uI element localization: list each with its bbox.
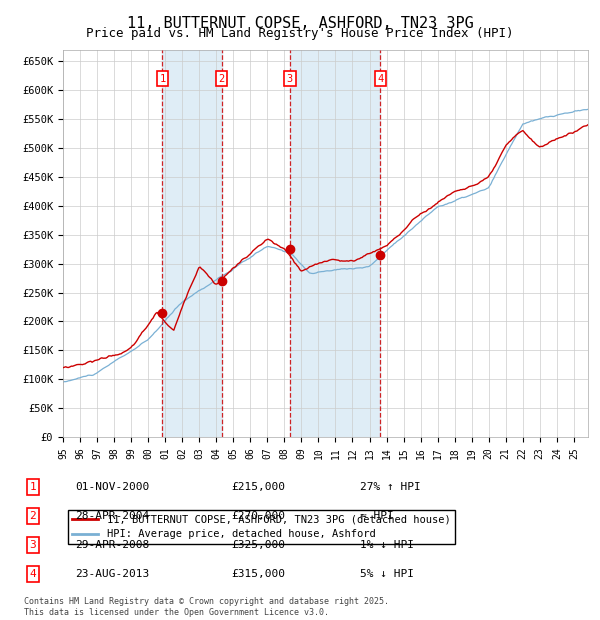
Text: £270,000: £270,000 [231,511,285,521]
Text: Contains HM Land Registry data © Crown copyright and database right 2025.
This d: Contains HM Land Registry data © Crown c… [24,598,389,617]
Text: ≈ HPI: ≈ HPI [360,511,394,521]
Text: 4: 4 [377,74,383,84]
Text: 28-APR-2004: 28-APR-2004 [75,511,149,521]
Text: £215,000: £215,000 [231,482,285,492]
Text: 3: 3 [29,540,37,550]
Text: 01-NOV-2000: 01-NOV-2000 [75,482,149,492]
Text: 2: 2 [29,511,37,521]
Bar [290,50,380,437]
Text: 23-AUG-2013: 23-AUG-2013 [75,569,149,579]
Text: 29-APR-2008: 29-APR-2008 [75,540,149,550]
Legend: 11, BUTTERNUT COPSE, ASHFORD, TN23 3PG (detached house), HPI: Average price, det: 11, BUTTERNUT COPSE, ASHFORD, TN23 3PG (… [68,510,455,544]
Text: 1: 1 [159,74,166,84]
Text: 3: 3 [287,74,293,84]
Text: 27% ↑ HPI: 27% ↑ HPI [360,482,421,492]
Text: £315,000: £315,000 [231,569,285,579]
Text: Price paid vs. HM Land Registry's House Price Index (HPI): Price paid vs. HM Land Registry's House … [86,27,514,40]
Text: 4: 4 [29,569,37,579]
Bar [163,50,222,437]
Text: 5% ↓ HPI: 5% ↓ HPI [360,569,414,579]
Text: £325,000: £325,000 [231,540,285,550]
Text: 1: 1 [29,482,37,492]
Text: 2: 2 [218,74,225,84]
Text: 11, BUTTERNUT COPSE, ASHFORD, TN23 3PG: 11, BUTTERNUT COPSE, ASHFORD, TN23 3PG [127,16,473,30]
Text: 1% ↓ HPI: 1% ↓ HPI [360,540,414,550]
